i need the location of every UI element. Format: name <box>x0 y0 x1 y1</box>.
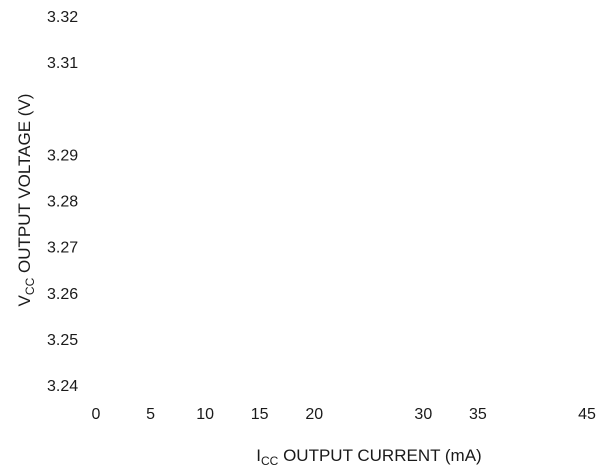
x-tick-label: 30 <box>414 406 432 423</box>
x-tick-label: 10 <box>196 406 214 423</box>
x-axis-title-sub: CC <box>261 454 279 468</box>
y-tick-label: 3.25 <box>47 332 78 349</box>
x-axis-title-main: I <box>256 446 261 465</box>
y-tick-label: 3.26 <box>47 286 78 303</box>
y-tick-label: 3.27 <box>47 240 78 257</box>
y-tick-label: 3.24 <box>47 378 78 395</box>
y-tick-label: 3.31 <box>47 55 78 72</box>
x-tick-label: 5 <box>146 406 155 423</box>
x-tick-labels: 0 5 10 15 20 30 35 45 <box>92 406 596 423</box>
y-tick-label: 3.29 <box>47 147 78 164</box>
y-tick-labels: 3.32 3.31 3.29 3.28 3.27 3.26 3.25 3.24 <box>47 9 78 395</box>
x-tick-label: 0 <box>92 406 101 423</box>
x-axis-title-rest: OUTPUT CURRENT (mA) <box>278 446 481 465</box>
x-tick-label: 35 <box>469 406 487 423</box>
y-axis-title-rest: OUTPUT VOLTAGE (V) <box>15 94 34 278</box>
y-axis-title-sub: CC <box>23 277 37 295</box>
x-tick-label: 45 <box>578 406 596 423</box>
x-tick-label: 15 <box>251 406 269 423</box>
y-axis-title-main: V <box>15 294 34 306</box>
y-tick-label: 3.32 <box>47 9 78 26</box>
x-axis-title: ICC OUTPUT CURRENT (mA) <box>256 446 481 468</box>
y-axis-title: VCC OUTPUT VOLTAGE (V) <box>15 94 37 307</box>
y-tick-label: 3.28 <box>47 194 78 211</box>
x-tick-label: 20 <box>305 406 323 423</box>
